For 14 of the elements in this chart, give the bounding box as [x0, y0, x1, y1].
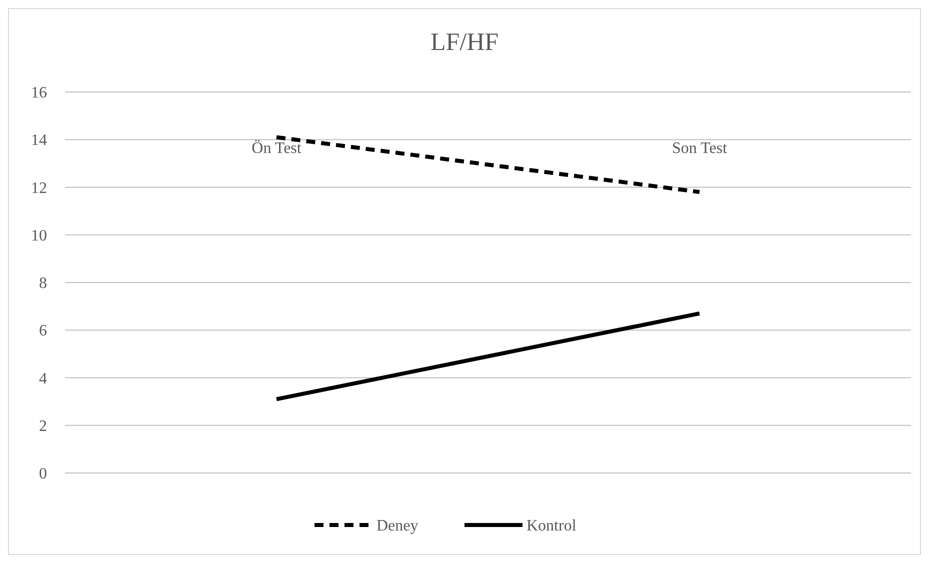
y-tick-label: 16 [31, 84, 47, 102]
y-tick-label: 10 [31, 227, 47, 244]
y-tick-label: 12 [31, 180, 47, 197]
y-tick-label: 6 [39, 322, 47, 340]
x-tick-label: Son Test [672, 140, 728, 157]
y-tick-label: 0 [39, 466, 47, 483]
legend-label: Deney [376, 518, 418, 535]
chart-title: LF/HF [430, 29, 499, 56]
y-tick-label: 14 [31, 132, 47, 150]
y-tick-label: 4 [39, 370, 47, 388]
x-tick-label: Ön Test [252, 140, 302, 157]
legend-label: Kontrol [526, 518, 577, 535]
y-tick-label: 8 [39, 275, 47, 292]
y-tick-label: 2 [39, 418, 47, 435]
